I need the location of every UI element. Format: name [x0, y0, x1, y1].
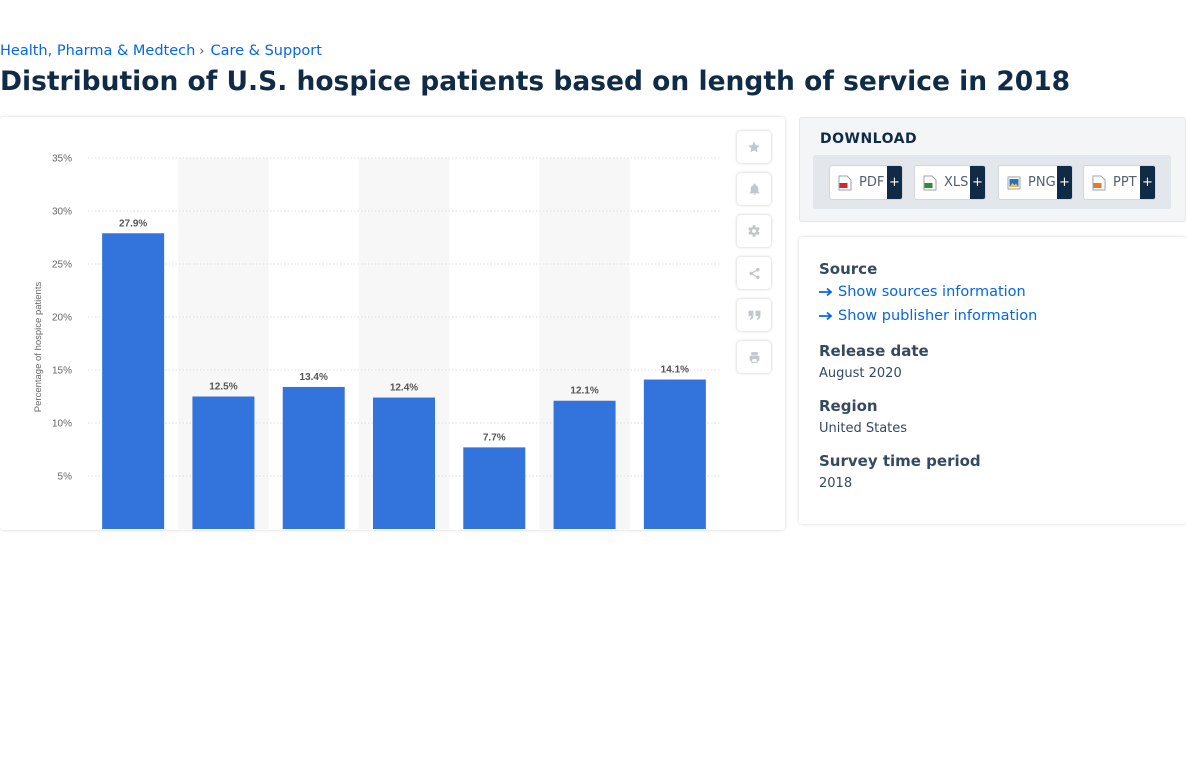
statistic-info-panel: Source Show sources information Show pub… [799, 237, 1186, 524]
chart-bar [373, 397, 435, 529]
show-publisher-link[interactable]: Show publisher information [819, 308, 1037, 324]
print-icon [749, 351, 759, 363]
chart-y-tick-label: 5% [58, 472, 73, 483]
page-title: Distribution of U.S. hospice patients ba… [0, 66, 1071, 97]
chart-y-tick-label: 30% [52, 207, 72, 218]
chart-value-label: 12.4% [390, 383, 418, 394]
chart-y-tick-label: 25% [52, 260, 72, 271]
breadcrumb: Health, Pharma & Medtech › Care & Support [0, 43, 322, 59]
chart-toolbar [737, 131, 771, 383]
breadcrumb-item-health[interactable]: Health, Pharma & Medtech [0, 43, 196, 59]
chart-bar [463, 447, 526, 529]
download-png-button[interactable]: PNG + [998, 165, 1073, 200]
show-publisher-text: Show publisher information [838, 308, 1038, 324]
gear-icon [748, 225, 760, 237]
region-value: United States [819, 421, 908, 436]
release-date-label: Release date [819, 342, 929, 360]
download-ppt-button[interactable]: PPT + [1083, 165, 1156, 200]
bell-icon [749, 183, 759, 195]
download-ppt-plus[interactable]: + [1140, 166, 1155, 199]
survey-period-value: 2018 [819, 476, 853, 491]
download-title: DOWNLOAD [820, 131, 918, 147]
download-xls-button[interactable]: XLS + [914, 165, 986, 200]
chart-card: 5% 10% 15% 20% 25% 30% 35% 27.9% 12.5% 13.4% 12.4… [0, 117, 785, 530]
download-pdf-plus[interactable]: + [887, 166, 902, 199]
share-button[interactable] [737, 257, 771, 289]
chart-bands [178, 158, 630, 529]
arrow-right-icon [819, 311, 833, 321]
star-icon [748, 141, 760, 153]
download-xls-label: XLS [944, 175, 969, 190]
chart-bar [643, 379, 706, 529]
chart-y-ticks: 5% 10% 15% 20% 25% 30% 35% [52, 154, 72, 483]
chart-y-tick-label: 10% [52, 419, 72, 430]
breadcrumb-separator: › [199, 44, 205, 59]
survey-period-label: Survey time period [819, 452, 981, 470]
chart-bar [282, 386, 345, 529]
download-pdf-button[interactable]: PDF + [829, 165, 903, 200]
pdf-file-icon [838, 175, 852, 190]
chart-y-tick-label: 20% [52, 313, 72, 324]
chart-bar [102, 233, 165, 529]
source-label: Source [819, 260, 878, 278]
chart-y-tick-label: 35% [52, 154, 72, 165]
chart-bars [102, 233, 706, 529]
download-xls-plus[interactable]: + [970, 166, 985, 199]
chart-bar [553, 400, 616, 529]
chart-value-label: 7.7% [483, 432, 506, 443]
release-date-value: August 2020 [819, 366, 902, 381]
notification-button[interactable] [737, 173, 771, 205]
show-sources-text: Show sources information [838, 284, 1026, 300]
chart-value-label: 27.9% [119, 218, 147, 229]
download-png-label: PNG [1028, 175, 1056, 190]
bar-chart: 5% 10% 15% 20% 25% 30% 35% 27.9% 12.5% 13.4% 12.4… [33, 154, 720, 529]
ppt-file-icon [1092, 175, 1106, 190]
xls-file-icon [923, 175, 937, 190]
citation-button[interactable] [737, 299, 771, 331]
share-icon [748, 267, 760, 279]
settings-button[interactable] [737, 215, 771, 247]
chart-y-axis-label: Percentage of hospice patients [33, 282, 44, 413]
download-ppt-label: PPT [1113, 175, 1137, 190]
arrow-right-icon [819, 287, 833, 297]
chart-y-tick-label: 15% [52, 366, 72, 377]
show-sources-link[interactable]: Show sources information [819, 284, 1026, 300]
breadcrumb-item-care-support[interactable]: Care & Support [210, 43, 322, 59]
png-file-icon [1007, 176, 1021, 189]
download-pdf-label: PDF [859, 175, 885, 190]
chart-value-label: 12.5% [209, 382, 237, 393]
chart-value-label: 12.1% [570, 386, 598, 397]
chart-value-labels: 27.9% 12.5% 13.4% 12.4% 7.7% 12.1% 14.1% [119, 218, 689, 443]
chart-value-label: 13.4% [300, 372, 328, 383]
print-button[interactable] [737, 341, 771, 373]
download-panel: DOWNLOAD PDF + XLS + PNG + PPT + [799, 117, 1186, 222]
region-label: Region [819, 397, 878, 415]
chart-bar [192, 396, 255, 529]
download-png-plus[interactable]: + [1057, 166, 1072, 199]
quote-icon [748, 310, 760, 320]
chart-value-label: 14.1% [661, 365, 689, 376]
favorite-button[interactable] [737, 131, 771, 163]
download-buttons: PDF + XLS + PNG + PPT + [813, 155, 1171, 209]
